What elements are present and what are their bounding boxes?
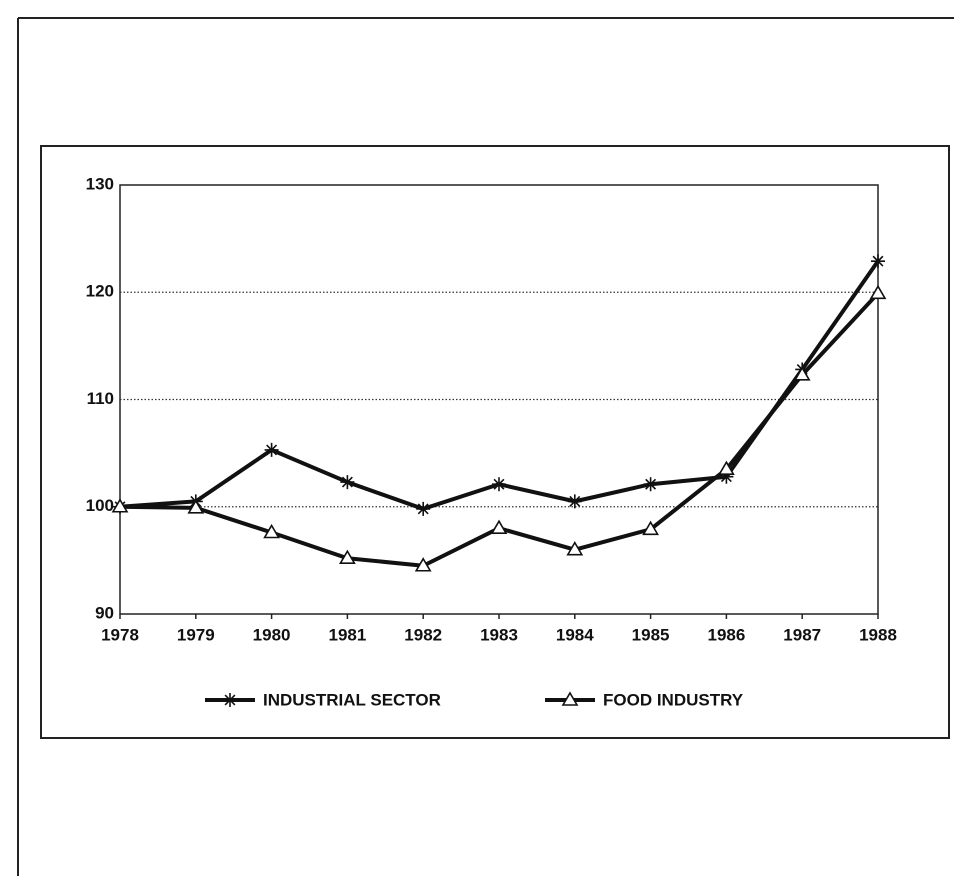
marker <box>414 557 432 572</box>
x-tick-label: 1983 <box>480 625 518 644</box>
x-tick-label: 1982 <box>404 625 442 644</box>
x-tick-label: 1980 <box>253 625 291 644</box>
x-tick-label: 1985 <box>632 625 670 644</box>
marker <box>566 541 584 556</box>
y-tick-label: 120 <box>86 282 114 301</box>
marker <box>869 284 887 300</box>
marker <box>490 519 508 534</box>
marker <box>643 477 658 492</box>
legend-label: FOOD INDUSTRY <box>603 690 744 709</box>
marker <box>642 520 659 536</box>
legend-marker <box>561 691 579 706</box>
x-tick-label: 1981 <box>328 625 366 644</box>
y-tick-label: 100 <box>86 496 114 515</box>
legend-label: INDUSTRIAL SECTOR <box>263 690 441 709</box>
marker <box>339 549 356 565</box>
chart-frame <box>40 145 950 739</box>
x-tick-label: 1979 <box>177 625 215 644</box>
x-tick-label: 1987 <box>783 625 821 644</box>
x-tick-label: 1978 <box>101 625 139 644</box>
marker <box>340 475 355 490</box>
y-tick-label: 110 <box>87 389 114 408</box>
marker <box>187 499 205 514</box>
marker <box>871 254 885 269</box>
marker <box>263 523 280 539</box>
marker <box>719 469 734 484</box>
marker <box>111 498 129 513</box>
series-line <box>119 260 880 511</box>
legend-marker <box>223 693 237 707</box>
marker <box>567 494 582 509</box>
y-tick-label: 130 <box>86 174 114 193</box>
marker <box>264 442 279 457</box>
marker <box>416 501 431 516</box>
marker <box>492 477 506 492</box>
x-tick-label: 1986 <box>707 625 745 644</box>
y-tick-label: 90 <box>95 603 114 622</box>
marker <box>793 366 811 381</box>
x-tick-label: 1988 <box>859 625 897 644</box>
marker <box>718 460 735 476</box>
x-tick-label: 1984 <box>556 625 594 644</box>
